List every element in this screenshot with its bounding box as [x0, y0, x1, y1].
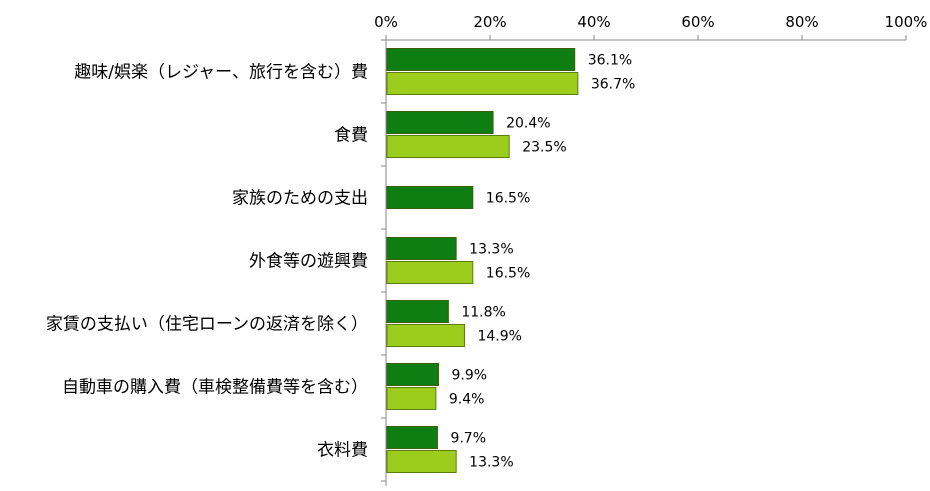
- bar-series-2: [386, 450, 457, 473]
- axis-layer: 0% 20% 40% 60% 80% 100%: [374, 13, 927, 486]
- data-label: 14.9%: [477, 329, 521, 345]
- data-label: 36.1%: [588, 53, 632, 69]
- data-label: 16.5%: [486, 191, 530, 207]
- bar-series-2: [386, 261, 474, 284]
- label-layer: 趣味/娯楽（レジャー、旅行を含む）費 36.1% 36.7% 食費 20.4% 23.5%…: [46, 53, 635, 471]
- category-label: 家族のための支出: [232, 189, 368, 209]
- x-tick-label: 40%: [577, 13, 610, 31]
- bar-series-2: [386, 72, 579, 95]
- bar-series-2: [386, 324, 465, 347]
- category-label: 外食等の遊興費: [249, 252, 368, 272]
- category-label: 趣味/娯楽（レジャー、旅行を含む）費: [74, 63, 368, 83]
- x-tick-label: 80%: [785, 13, 818, 31]
- x-tick-label: 60%: [681, 13, 714, 31]
- bar-series-1: [386, 300, 449, 323]
- data-label: 9.9%: [451, 368, 487, 384]
- bar-series-1: [386, 48, 576, 71]
- bar-series-2: [386, 387, 437, 410]
- data-label: 13.3%: [469, 242, 513, 258]
- x-tick-label: 0%: [374, 13, 398, 31]
- x-tick-label: 20%: [473, 13, 506, 31]
- bar-series-1: [386, 237, 457, 260]
- category-label: 衣料費: [317, 441, 368, 461]
- bar-series-2: [386, 135, 510, 158]
- data-label: 36.7%: [591, 77, 635, 93]
- bar-series-1: [386, 186, 474, 209]
- data-label: 9.4%: [449, 392, 485, 408]
- data-label: 16.5%: [486, 266, 530, 282]
- x-tick-label: 100%: [885, 13, 928, 31]
- bar-series-1: [386, 363, 439, 386]
- category-label: 家賃の支払い（住宅ローンの返済を除く）: [46, 315, 368, 335]
- bar-series-1: [386, 111, 494, 134]
- data-label: 20.4%: [506, 116, 550, 132]
- data-label: 23.5%: [522, 140, 566, 156]
- category-label: 自動車の購入費（車検整備費等を含む）: [62, 378, 368, 398]
- bar-series-1: [386, 426, 438, 449]
- data-label: 13.3%: [469, 455, 513, 471]
- category-label: 食費: [334, 126, 368, 146]
- bar-layer: [386, 48, 579, 473]
- data-label: 9.7%: [450, 431, 486, 447]
- data-label: 11.8%: [461, 305, 505, 321]
